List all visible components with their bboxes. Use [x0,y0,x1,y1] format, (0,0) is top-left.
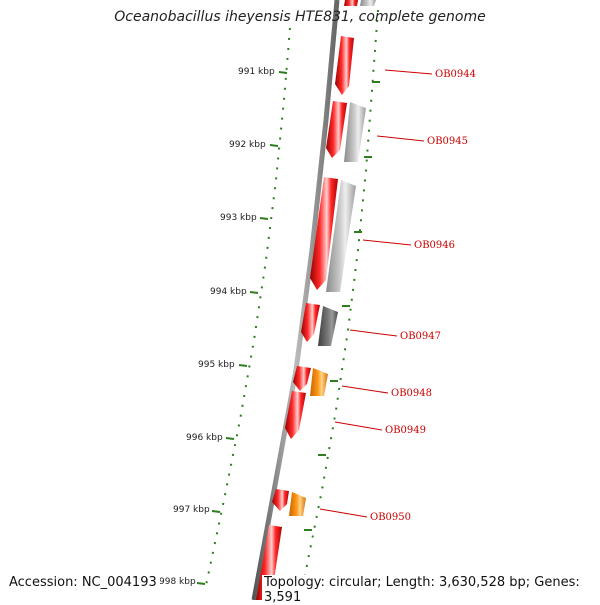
reverse-genes [289,0,376,516]
tick-label-993: 993 kbp [220,213,257,223]
gene-ob0945-rev-arrow[interactable] [344,102,366,162]
accession-value: Accession: NC_004193 [9,575,160,590]
outer-tick-track [303,9,379,581]
tick-label-994: 994 kbp [210,287,247,297]
tick-992 [269,144,279,147]
kbp-ticks [196,71,380,585]
gene-label-ob0949[interactable]: OB0949 [385,425,426,436]
tick-994 [249,291,259,294]
gene-ob0943-rev-arrow[interactable] [360,0,376,6]
gene-label-ob0944[interactable]: OB0944 [435,69,476,80]
gene-ob0947-arrow[interactable] [301,303,320,342]
genome-summary-text: Topology: circular; Length: 3,630,528 bp… [262,575,600,605]
gene-ob0943-arrow[interactable] [344,0,358,6]
tick-998 [196,582,206,585]
map-title: Oceanobacillus iheyensis HTE831, complet… [114,9,486,25]
tick-label-997: 997 kbp [173,505,210,515]
genome-backbone [251,0,340,600]
gene-ob0946-arrow[interactable] [310,177,338,290]
gene-ob0950-arrow[interactable] [272,489,289,511]
gene-ob0944-arrow[interactable] [335,36,354,95]
tick-997 [211,510,221,513]
gene-ob0949-arrow[interactable] [285,391,306,439]
gene-ob0947-rev-arrow[interactable] [318,306,338,346]
accession-text: Accession: NC_004193 [9,575,160,590]
gene-ob0948-arrow[interactable] [293,366,311,391]
gene-ob0948-rev-arrow[interactable] [310,368,328,396]
gene-ob0946-rev-arrow[interactable] [326,180,356,292]
gene-label-ob0945[interactable]: OB0945 [427,136,468,147]
tick-label-991: 991 kbp [238,67,275,77]
gene-label-ob0946[interactable]: OB0946 [414,240,455,251]
label-leader-lines [319,69,433,518]
tick-label-992: 992 kbp [229,140,266,150]
tick-995 [238,364,248,367]
tick-label-996: 996 kbp [186,433,223,443]
tick-991 [278,71,288,74]
gene-label-ob0950[interactable]: OB0950 [370,512,411,523]
tick-label-998: 998 kbp [159,577,196,587]
gene-label-ob0947[interactable]: OB0947 [400,331,441,342]
tick-label-995: 995 kbp [198,360,235,370]
gene-ob0945-arrow[interactable] [326,101,347,158]
gene-label-ob0948[interactable]: OB0948 [391,388,432,399]
tick-996 [225,437,235,440]
tick-993 [259,217,269,220]
gene-ob0950-rev-arrow[interactable] [289,492,306,516]
